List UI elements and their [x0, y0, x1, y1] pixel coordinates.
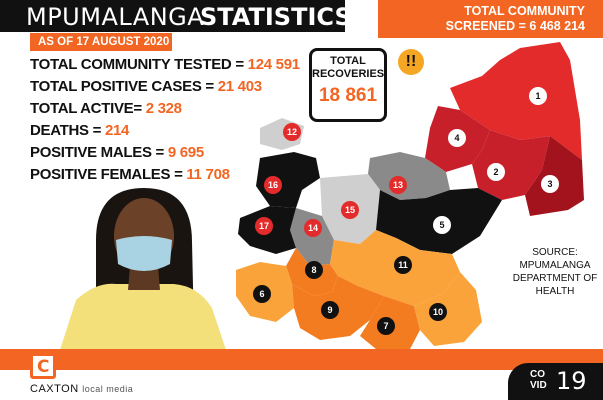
region-marker-17: 17 [255, 217, 273, 235]
caxton-logo-icon: C [30, 353, 56, 379]
covid-number: 19 [556, 367, 587, 395]
region-marker-15: 15 [341, 201, 359, 219]
region-marker-8: 8 [305, 261, 323, 279]
person-neck [128, 266, 160, 290]
region-marker-14: 14 [304, 219, 322, 237]
stat-positive-cases: TOTAL POSITIVE CASES = 21 403 [30, 78, 262, 95]
person-photo [60, 188, 226, 350]
stat-value: 214 [104, 122, 130, 139]
brand-sub: local media [82, 384, 134, 394]
source-line-1: SOURCE: [532, 247, 578, 258]
region-number: 3 [547, 179, 552, 189]
map-region-1 [450, 42, 582, 160]
screened-label-2: SCREENED = [445, 19, 526, 33]
stat-label: DEATHS = [30, 122, 105, 139]
stat-value: 9 695 [167, 144, 204, 161]
region-marker-7: 7 [377, 317, 395, 335]
covid-word-1: CO [530, 369, 545, 380]
region-number: 17 [259, 221, 269, 231]
covid-word: CO VID [530, 369, 547, 391]
region-marker-4: 4 [448, 129, 466, 147]
face-mask-icon [116, 236, 172, 271]
region-number: 13 [393, 180, 403, 190]
stat-positive-females: POSITIVE FEMALES = 11 708 [30, 166, 230, 183]
title-bar: MPUMALANGA STATISTICS [0, 0, 352, 32]
region-number: 2 [493, 167, 498, 177]
region-number: 9 [327, 305, 332, 315]
region-number: 15 [345, 205, 355, 215]
region-marker-5: 5 [433, 216, 451, 234]
brand-name: CAXTON [30, 383, 79, 395]
recoveries-value: 18 861 [318, 85, 378, 106]
region-marker-16: 16 [264, 176, 282, 194]
recoveries-label-2: RECOVERIES [312, 68, 385, 80]
region-number: 7 [383, 321, 388, 331]
region-number: 5 [439, 220, 444, 230]
recoveries-callout: TOTAL RECOVERIES 18 861 [309, 48, 387, 122]
source-line-2: MPUMALANGA [519, 260, 591, 271]
map-region-14 [290, 208, 334, 266]
covid-word-2: VID [530, 380, 547, 391]
screened-line-2: SCREENED = 6 468 214 [378, 19, 585, 34]
region-number: 12 [287, 127, 297, 137]
region-marker-11: 11 [394, 256, 412, 274]
map-region-13 [368, 152, 450, 200]
map-region-16 [256, 152, 320, 208]
source-note: SOURCE: MPUMALANGA DEPARTMENT OF HEALTH [510, 246, 600, 298]
region-marker-12: 12 [283, 123, 301, 141]
recoveries-label-1: TOTAL [330, 55, 366, 67]
stat-label: TOTAL COMMUNITY TESTED = [30, 56, 248, 73]
stat-total-active: TOTAL ACTIVE= 2 328 [30, 100, 182, 117]
covid19-badge: CO VID 19 [508, 363, 603, 400]
region-number: 1 [535, 91, 540, 101]
region-number: 6 [259, 289, 264, 299]
logo-letter: C [37, 357, 50, 377]
stat-label: POSITIVE MALES = [30, 144, 168, 161]
region-number: 16 [268, 180, 278, 190]
region-marker-1: 1 [529, 87, 547, 105]
region-marker-10: 10 [429, 303, 447, 321]
stat-value: 11 708 [186, 166, 230, 183]
stat-value: 21 403 [217, 78, 262, 95]
region-marker-3: 3 [541, 175, 559, 193]
stat-deaths: DEATHS = 214 [30, 122, 129, 139]
bottom-bar [0, 349, 603, 370]
map-region-2 [472, 130, 550, 200]
screened-value: 6 468 214 [529, 19, 585, 33]
region-number: 11 [398, 260, 408, 270]
map-region-10 [414, 272, 482, 346]
title-light: MPUMALANGA [26, 3, 205, 31]
region-number: 10 [433, 307, 443, 317]
region-marker-6: 6 [253, 285, 271, 303]
stat-value: 124 591 [247, 56, 300, 73]
stat-value: 2 328 [145, 100, 182, 117]
region-number: 14 [308, 223, 318, 233]
screened-label-1: TOTAL COMMUNITY [464, 4, 585, 18]
date-tag: AS OF 17 AUGUST 2020 [30, 33, 172, 51]
title-bold: STATISTICS [200, 3, 352, 31]
alert-icon: !! [398, 49, 424, 75]
person-body [60, 283, 226, 350]
stat-positive-males: POSITIVE MALES = 9 695 [30, 144, 204, 161]
region-marker-13: 13 [389, 176, 407, 194]
stat-label: TOTAL ACTIVE= [30, 100, 146, 117]
screened-box: TOTAL COMMUNITY SCREENED = 6 468 214 [378, 0, 603, 38]
stat-label: POSITIVE FEMALES = [30, 166, 187, 183]
region-number: 4 [454, 133, 459, 143]
map-region-3 [525, 136, 584, 216]
source-line-3: DEPARTMENT OF [512, 273, 598, 284]
source-line-4: HEALTH [535, 286, 575, 297]
region-number: 8 [311, 265, 316, 275]
stat-community-tested: TOTAL COMMUNITY TESTED = 124 591 [30, 56, 300, 73]
region-marker-2: 2 [487, 163, 505, 181]
caxton-brand: CAXTON local media [30, 383, 133, 395]
region-marker-9: 9 [321, 301, 339, 319]
stat-label: TOTAL POSITIVE CASES = [30, 78, 218, 95]
mpumalanga-map: 1 2 3 4 5 6 7 8 9 10 11 12 13 14 15 16 1… [236, 42, 584, 349]
